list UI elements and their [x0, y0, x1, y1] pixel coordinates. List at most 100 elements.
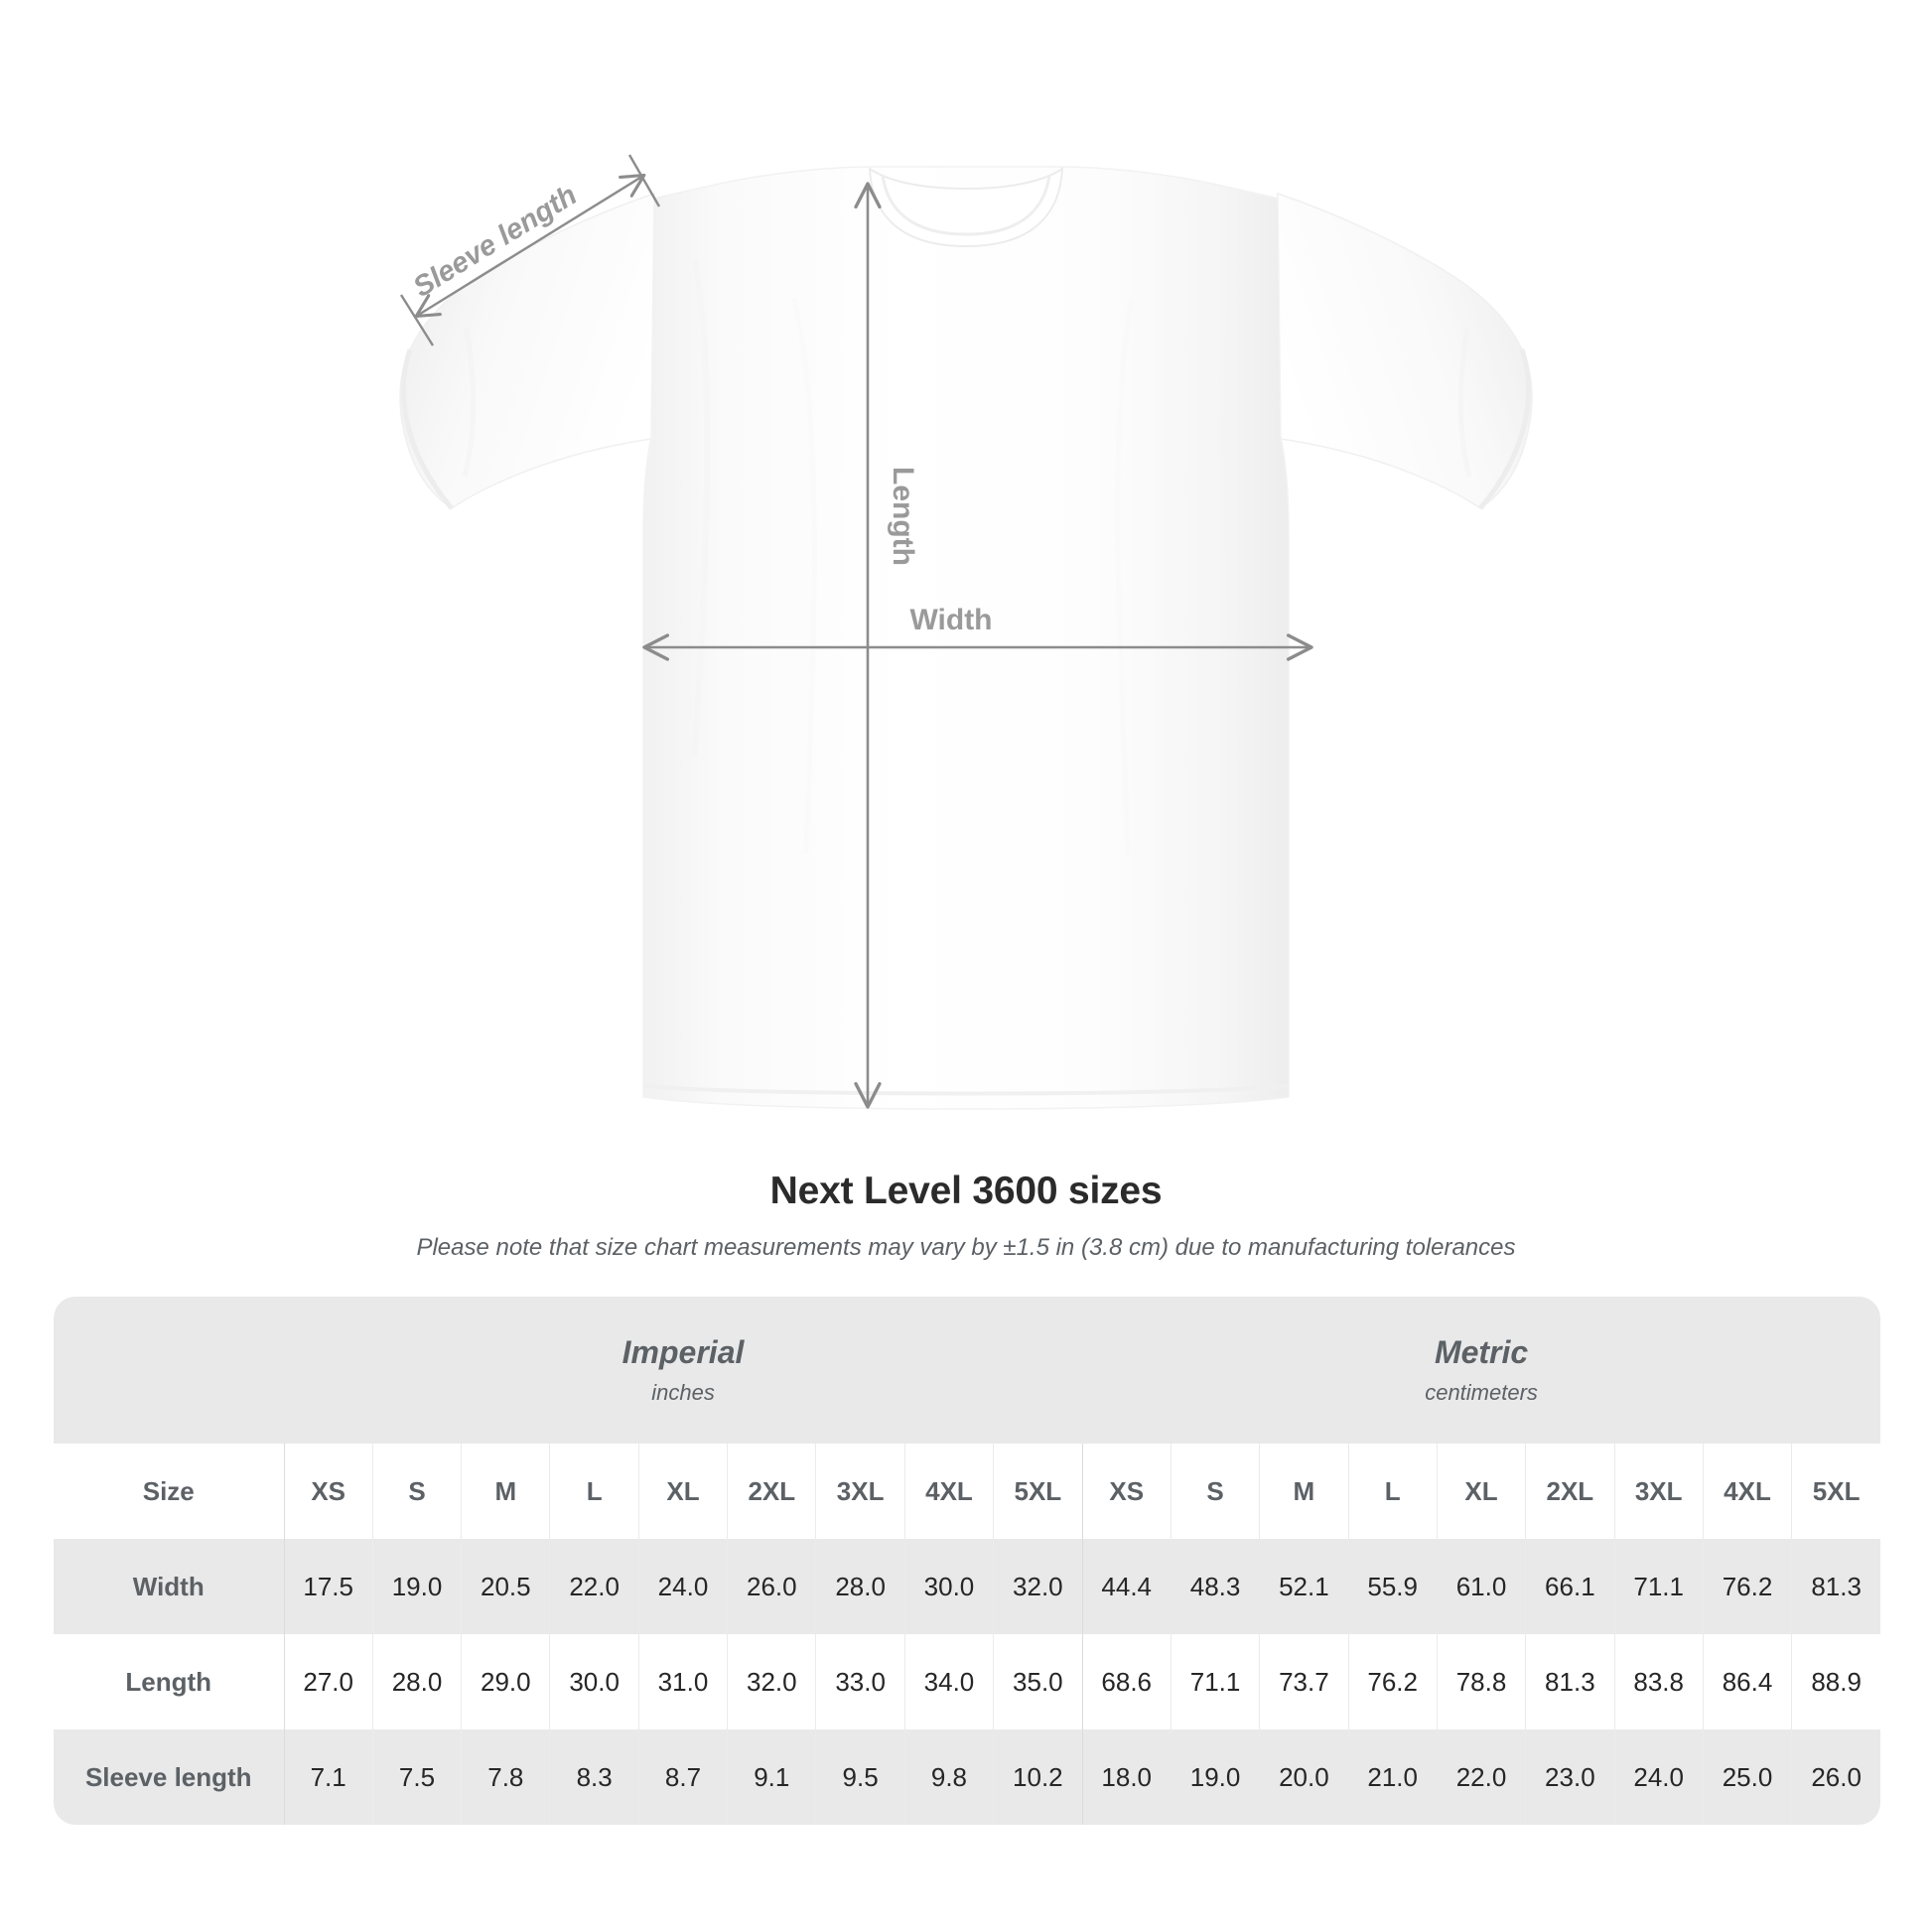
- table-cell: 24.0: [637, 1539, 728, 1634]
- table-cell: 35.0: [993, 1634, 1083, 1729]
- table-cell: 7.1: [283, 1729, 373, 1825]
- unit-group-name: Metric: [1434, 1334, 1529, 1371]
- table-cell: 22.0: [549, 1539, 639, 1634]
- size-column-header: 2XL: [1525, 1444, 1615, 1539]
- table-cell: 83.8: [1613, 1634, 1704, 1729]
- table-row: Sleeve length 7.1 7.5 7.8 8.3 8.7 9.1 9.5 9.8 10.…: [54, 1729, 1881, 1825]
- fabric-folds: [462, 257, 1472, 855]
- tshirt-body: [642, 166, 1290, 1110]
- unit-group-metric: Metric centimeters: [1082, 1297, 1881, 1444]
- table-cell: 55.9: [1347, 1539, 1438, 1634]
- size-header-row: Size XS S M L XL 2XL 3XL 4XL 5XL XS S M L XL 2XL 3XL 4XL 5…: [54, 1444, 1881, 1539]
- table-cell: 78.8: [1436, 1634, 1526, 1729]
- size-column-header: M: [461, 1444, 550, 1539]
- table-cell: 33.0: [815, 1634, 905, 1729]
- table-cell: 68.6: [1081, 1634, 1172, 1729]
- table-cell: 20.5: [461, 1539, 550, 1634]
- table-cell: 21.0: [1347, 1729, 1438, 1825]
- table-cell: 73.7: [1259, 1634, 1349, 1729]
- table-cell: 30.0: [903, 1539, 994, 1634]
- size-column-header: L: [549, 1444, 639, 1539]
- table-cell: 52.1: [1259, 1539, 1349, 1634]
- bottom-hem: [644, 1084, 1289, 1096]
- table-cell: 81.3: [1791, 1539, 1881, 1634]
- tolerance-note: Please note that size chart measurements…: [416, 1234, 1516, 1261]
- table-cell: 7.8: [461, 1729, 550, 1825]
- size-column-header: XS: [283, 1444, 373, 1539]
- size-column-header: 3XL: [1613, 1444, 1704, 1539]
- table-row: Width 17.5 19.0 20.5 22.0 24.0 26.0 28.0 30.0 32.…: [54, 1539, 1881, 1634]
- collar-inner: [881, 174, 1051, 236]
- tshirt-measurement-diagram: Length Width Sleeve length: [399, 154, 1533, 1110]
- table-cell: 76.2: [1347, 1634, 1438, 1729]
- unit-group-imperial: Imperial inches: [284, 1297, 1083, 1444]
- table-cell: 8.3: [549, 1729, 639, 1825]
- table-cell: 23.0: [1525, 1729, 1615, 1825]
- table-cell: 44.4: [1081, 1539, 1172, 1634]
- size-column-header: M: [1259, 1444, 1349, 1539]
- table-cell: 32.0: [993, 1539, 1083, 1634]
- size-chart-table: Imperial inches Metric centimeters Size XS S M L…: [54, 1297, 1881, 1825]
- table-cell: 17.5: [283, 1539, 373, 1634]
- table-cell: 24.0: [1613, 1729, 1704, 1825]
- table-cell: 26.0: [1791, 1729, 1881, 1825]
- size-column-header: 5XL: [1791, 1444, 1881, 1539]
- tshirt-illustration: [399, 166, 1533, 1110]
- table-cell: 76.2: [1702, 1539, 1792, 1634]
- table-cell: 7.5: [371, 1729, 462, 1825]
- table-cell: 9.8: [903, 1729, 994, 1825]
- size-column-header: 3XL: [815, 1444, 905, 1539]
- table-cell: 20.0: [1259, 1729, 1349, 1825]
- row-label-width: Width: [54, 1539, 284, 1634]
- table-cell: 71.1: [1613, 1539, 1704, 1634]
- unit-group-name: Imperial: [621, 1334, 745, 1371]
- right-sleeve: [1264, 192, 1533, 509]
- width-label: Width: [909, 604, 992, 636]
- table-cell: 9.5: [815, 1729, 905, 1825]
- size-column-header: S: [1170, 1444, 1260, 1539]
- page-title: Next Level 3600 sizes: [769, 1170, 1163, 1212]
- table-cell: 25.0: [1702, 1729, 1792, 1825]
- table-cell: 86.4: [1702, 1634, 1792, 1729]
- table-cell: 88.9: [1791, 1634, 1881, 1729]
- length-label: Length: [887, 467, 919, 566]
- table-cell: 8.7: [637, 1729, 728, 1825]
- row-label-length: Length: [54, 1634, 284, 1729]
- unit-group-subtitle: centimeters: [1425, 1379, 1538, 1405]
- table-cell: 31.0: [637, 1634, 728, 1729]
- table-cell: 22.0: [1436, 1729, 1526, 1825]
- table-cell: 48.3: [1170, 1539, 1260, 1634]
- table-cell: 29.0: [461, 1634, 550, 1729]
- table-cell: 71.1: [1170, 1634, 1260, 1729]
- table-cell: 18.0: [1081, 1729, 1172, 1825]
- table-cell: 34.0: [903, 1634, 994, 1729]
- table-cell: 32.0: [727, 1634, 816, 1729]
- right-sleeve-hem: [1478, 348, 1531, 510]
- table-row: Length 27.0 28.0 29.0 30.0 31.0 32.0 33.0 34.0 35…: [54, 1634, 1881, 1729]
- size-column-header: XL: [637, 1444, 728, 1539]
- left-sleeve: [399, 192, 668, 509]
- table-cell: 27.0: [283, 1634, 373, 1729]
- left-sleeve-hem: [401, 348, 454, 510]
- table-cell: 26.0: [727, 1539, 816, 1634]
- table-cell: 10.2: [993, 1729, 1083, 1825]
- size-column-header: XS: [1081, 1444, 1172, 1539]
- size-column-header: L: [1347, 1444, 1438, 1539]
- table-cell: 19.0: [371, 1539, 462, 1634]
- size-chart-table-wrapper: Imperial inches Metric centimeters Size XS S M L…: [54, 1297, 1881, 1825]
- table-cell: 61.0: [1436, 1539, 1526, 1634]
- size-column-header: XL: [1436, 1444, 1526, 1539]
- unit-row-spacer: [54, 1297, 284, 1444]
- table-cell: 9.1: [727, 1729, 816, 1825]
- collar: [868, 167, 1064, 248]
- sleeve-length-measure-line: [399, 154, 661, 346]
- column-header-size: Size: [54, 1444, 284, 1539]
- unit-group-row: Imperial inches Metric centimeters: [54, 1297, 1881, 1444]
- size-column-header: S: [371, 1444, 462, 1539]
- unit-group-subtitle: inches: [651, 1379, 715, 1405]
- size-column-header: 4XL: [903, 1444, 994, 1539]
- size-column-header: 2XL: [727, 1444, 816, 1539]
- table-cell: 81.3: [1525, 1634, 1615, 1729]
- table-cell: 28.0: [371, 1634, 462, 1729]
- table-cell: 19.0: [1170, 1729, 1260, 1825]
